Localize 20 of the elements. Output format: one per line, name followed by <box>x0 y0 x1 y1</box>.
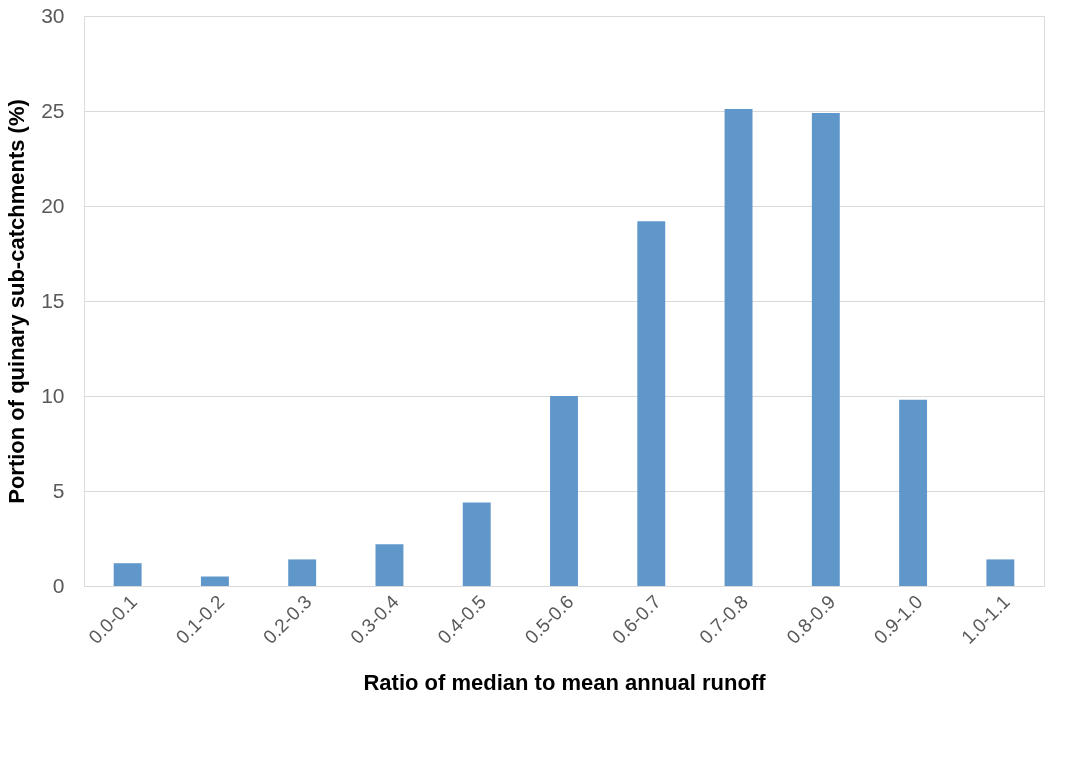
bar <box>811 112 840 586</box>
y-tick-label: 15 <box>41 288 65 312</box>
y-tick-label: 25 <box>41 98 65 122</box>
bar <box>375 544 404 586</box>
y-tick-label: 5 <box>52 478 65 502</box>
y-tick-label: 30 <box>41 3 65 27</box>
bar <box>724 109 753 586</box>
bar <box>637 221 666 586</box>
x-axis-title: Ratio of median to mean annual runoff <box>363 669 767 695</box>
bar <box>462 502 491 586</box>
y-tick-label: 20 <box>41 193 65 217</box>
bar <box>899 399 928 586</box>
bar <box>113 563 142 586</box>
bar <box>986 559 1015 586</box>
y-tick-label: 0 <box>52 573 65 597</box>
bar <box>200 576 229 586</box>
bar <box>550 396 578 586</box>
bar <box>288 559 317 586</box>
y-axis-title: Portion of quinary sub-catchments (%) <box>4 99 30 504</box>
y-tick-label: 10 <box>41 383 65 407</box>
